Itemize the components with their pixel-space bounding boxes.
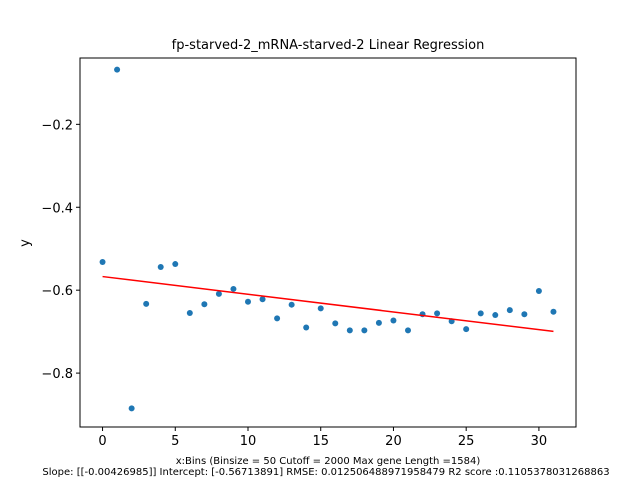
data-point (186, 309, 193, 316)
x-axis-label: x:Bins (Binsize = 50 Cutoff = 2000 Max g… (176, 456, 481, 467)
data-point (550, 308, 557, 315)
y-axis: −0.8 −0.6 −0.4 −0.2 (41, 118, 80, 382)
data-point (332, 320, 339, 327)
data-point (288, 301, 295, 308)
x-tick-label: 10 (240, 434, 257, 449)
x-tick-label: 30 (531, 434, 548, 449)
data-point (172, 261, 179, 268)
x-tick-label: 25 (458, 434, 475, 449)
data-point (375, 319, 382, 326)
y-tick-label: −0.8 (41, 367, 73, 382)
plot-frame (79, 57, 577, 428)
y-tick-label: −0.6 (41, 284, 73, 299)
x-tick-label: 15 (312, 434, 329, 449)
y-tick-label: −0.2 (41, 118, 73, 133)
data-point (230, 285, 237, 292)
data-point (535, 288, 542, 295)
data-point (317, 305, 324, 312)
data-point (201, 301, 208, 308)
data-point (405, 327, 411, 334)
data-point (463, 326, 470, 333)
data-point (259, 296, 266, 303)
data-point (274, 315, 281, 322)
data-point (506, 307, 513, 314)
chart-title: fp-starved-2_mRNA-starved-2 Linear Regre… (172, 38, 485, 53)
data-point (215, 290, 222, 297)
x-axis: 0 5 10 15 20 25 30 (98, 427, 547, 449)
data-point (143, 300, 150, 307)
data-point (114, 66, 121, 73)
data-point (346, 327, 353, 334)
data-point (245, 298, 251, 305)
data-point (303, 324, 310, 331)
data-point (128, 405, 135, 412)
data-point (492, 312, 499, 319)
data-point (157, 263, 164, 270)
data-point (361, 327, 368, 334)
data-point (99, 258, 106, 265)
y-tick-label: −0.4 (41, 201, 73, 216)
x-tick-label: 0 (98, 434, 106, 449)
data-point (434, 310, 441, 317)
x-tick-label: 5 (171, 434, 179, 449)
data-point (477, 310, 484, 317)
plot-marks (99, 66, 557, 412)
regression-line (102, 275, 554, 333)
data-point (521, 311, 528, 318)
y-axis-label: y (18, 239, 33, 247)
regression-stats-caption: Slope: [[-0.00426985]] Intercept: [-0.56… (42, 467, 609, 478)
data-point (390, 317, 397, 324)
x-tick-label: 20 (385, 434, 402, 449)
